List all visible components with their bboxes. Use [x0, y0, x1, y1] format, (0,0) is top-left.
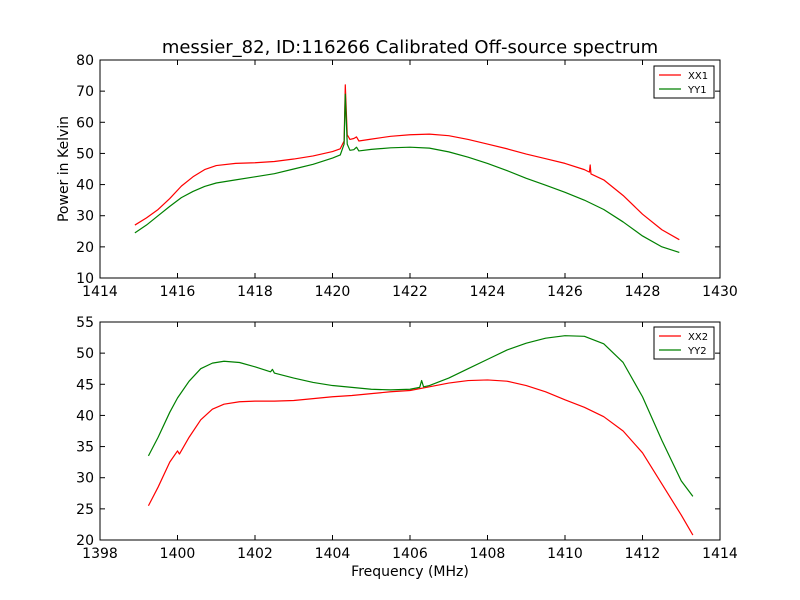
bottom-chart-xtick-label: 1410	[547, 546, 583, 562]
bottom-chart-ytick-label: 45	[76, 377, 94, 393]
top-chart-ytick-label: 40	[76, 178, 94, 194]
top-chart-series-xx1-line	[134, 84, 680, 241]
top-chart-ytick-label: 60	[76, 115, 94, 131]
bottom-chart-ytick-label: 30	[76, 471, 94, 487]
bottom-chart-xtick-label: 1408	[470, 546, 506, 562]
bottom-chart-xtick-label: 1402	[237, 546, 273, 562]
top-chart-ytick-label: 50	[76, 146, 94, 162]
top-chart-ytick-label: 70	[76, 84, 94, 100]
bottom-chart-xtick-label: 1404	[315, 546, 351, 562]
bottom-chart-xtick-label: 1414	[702, 546, 738, 562]
top-chart-marks: 1414 1416 1418 1420 1422 1424 1426 1428 1430 10 20…	[76, 53, 738, 300]
top-chart-xtick-label: 1420	[315, 284, 351, 300]
top-chart-legend-label-xx1: XX1	[688, 71, 708, 82]
top-chart-xtick-label: 1422	[392, 284, 428, 300]
top-chart: messier_82, ID:116266 Calibrated Off-sou…	[56, 37, 738, 300]
bottom-chart-xtick-label: 1412	[625, 546, 661, 562]
top-chart-ytick-label: 80	[76, 53, 94, 69]
bottom-chart-legend-box	[653, 326, 715, 360]
top-chart-xtick-label: 1428	[625, 284, 661, 300]
bottom-chart-xtick-label: 1398	[82, 546, 118, 562]
bottom-chart-ytick-label: 35	[76, 440, 94, 456]
bottom-chart: Frequency (MHz) 1398 1400 1402 1404 1406 1408…	[76, 315, 738, 580]
bottom-chart-xlabel: Frequency (MHz)	[351, 564, 469, 580]
top-chart-ytick-label: 10	[76, 271, 94, 287]
bottom-chart-series-yy2-line	[147, 335, 694, 497]
top-chart-ylabel: Power in Kelvin	[56, 116, 72, 222]
bottom-chart-ytick-label: 20	[76, 533, 94, 549]
bottom-chart-series-xx2-line	[147, 379, 694, 536]
top-chart-xtick-label: 1430	[702, 284, 738, 300]
top-chart-xtick-label: 1418	[237, 284, 273, 300]
top-chart-legend-box	[653, 65, 715, 99]
top-chart-legend-label-yy1: YY1	[687, 85, 707, 96]
bottom-chart-legend-label-yy2: YY2	[687, 346, 707, 357]
bottom-chart-ytick-label: 50	[76, 346, 94, 362]
bottom-chart-xtick-label: 1406	[392, 546, 428, 562]
top-chart-xtick-label: 1426	[547, 284, 583, 300]
bottom-chart-xtick-label: 1400	[160, 546, 196, 562]
top-chart-title: messier_82, ID:116266 Calibrated Off-sou…	[162, 37, 658, 58]
top-chart-xtick-label: 1414	[82, 284, 118, 300]
top-chart-xtick-label: 1416	[160, 284, 196, 300]
top-chart-ytick-label: 30	[76, 209, 94, 225]
top-chart-xtick-label: 1424	[470, 284, 506, 300]
bottom-chart-marks: 1398 1400 1402 1404 1406 1408 1410 1412 1414 20 25…	[76, 315, 738, 562]
bottom-chart-ytick-label: 55	[76, 315, 94, 331]
bottom-chart-ytick-label: 40	[76, 408, 94, 424]
top-chart-series-yy1-line	[134, 93, 680, 254]
top-chart-ytick-label: 20	[76, 240, 94, 256]
bottom-chart-ytick-label: 25	[76, 502, 94, 518]
bottom-chart-legend-label-xx2: XX2	[688, 332, 708, 343]
